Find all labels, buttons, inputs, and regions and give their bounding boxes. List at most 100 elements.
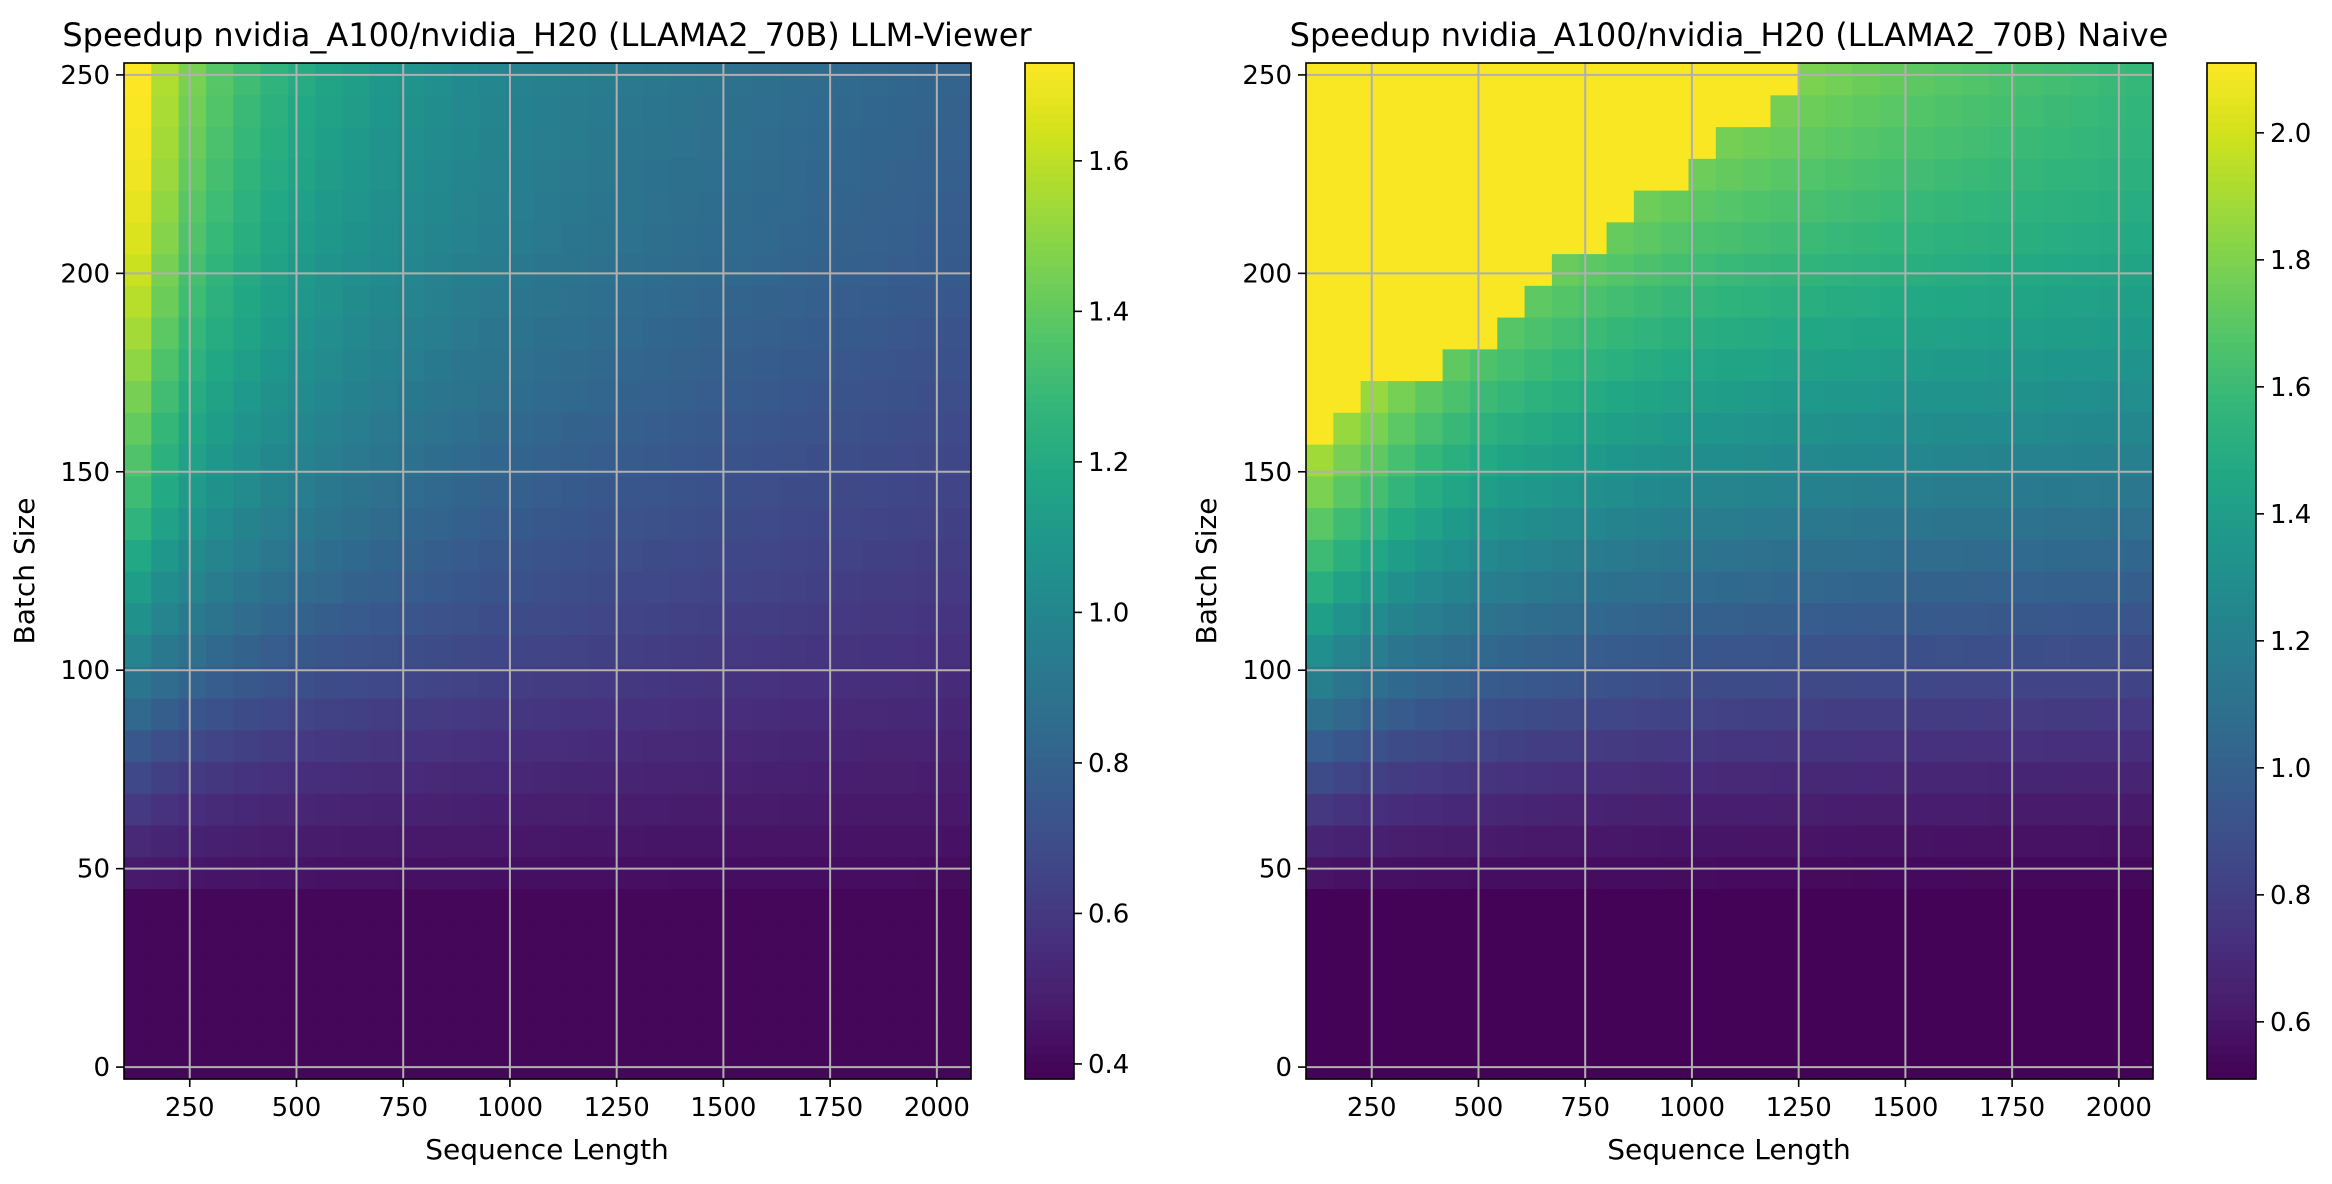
heatmap-cell	[205, 158, 234, 191]
heatmap-cell	[1934, 793, 1963, 826]
heatmap-cell	[124, 126, 152, 159]
heatmap-cell	[178, 888, 207, 921]
heatmap-cell	[260, 475, 289, 509]
heatmap-cell	[725, 475, 754, 509]
colorbar-segment	[1025, 198, 1074, 208]
heatmap-cell	[151, 793, 180, 826]
heatmap-cell	[2043, 761, 2072, 794]
colorbar-segment	[2207, 206, 2256, 216]
heatmap-cell	[1934, 634, 1963, 667]
heatmap-cell	[834, 888, 863, 921]
heatmap-cell	[1497, 856, 1526, 890]
heatmap-cell	[670, 1015, 699, 1048]
heatmap-cell	[861, 539, 890, 572]
heatmap-cell	[1715, 729, 1744, 763]
heatmap-cell	[1743, 253, 1772, 286]
heatmap-cell	[861, 475, 890, 509]
heatmap-cell	[369, 253, 398, 286]
heatmap-cell	[1715, 698, 1744, 731]
heatmap-cell	[643, 380, 672, 413]
heatmap-cell	[670, 698, 699, 731]
colorbar-segment	[2207, 435, 2256, 445]
heatmap-cell	[287, 253, 316, 286]
heatmap-cell	[369, 952, 398, 985]
heatmap-cell	[1934, 126, 1963, 159]
heatmap-cell	[1579, 602, 1608, 636]
heatmap-cell	[1907, 856, 1936, 890]
colorbar-segment	[2207, 960, 2256, 970]
heatmap-cell	[834, 602, 863, 636]
heatmap-cell	[342, 920, 371, 953]
heatmap-cell	[1442, 126, 1471, 159]
heatmap-cell	[1770, 571, 1799, 604]
colorbar-segment	[2207, 503, 2256, 513]
heatmap-cell	[1743, 761, 1772, 794]
heatmap-cell	[889, 1015, 917, 1048]
colorbar-segment	[2207, 1053, 2256, 1063]
heatmap-cell	[2016, 380, 2045, 413]
heatmap-cell	[943, 63, 972, 96]
heatmap-cell	[861, 761, 890, 794]
heatmap-cell	[697, 507, 726, 540]
heatmap-cell	[1825, 317, 1854, 350]
heatmap-cell	[1825, 348, 1854, 382]
colorbar-segment	[1025, 393, 1074, 403]
heatmap-cell	[2098, 285, 2127, 318]
heatmap-cell	[1934, 63, 1963, 96]
heatmap-cell	[2071, 666, 2099, 699]
heatmap-cell	[124, 221, 152, 255]
heatmap-cell	[1333, 380, 1362, 413]
heatmap-cell	[1633, 920, 1662, 953]
heatmap-cell	[1415, 825, 1444, 858]
heatmap-cell	[1333, 698, 1362, 731]
heatmap-cell	[2016, 94, 2045, 128]
heatmap-cell	[151, 94, 180, 128]
heatmap-cell	[233, 888, 262, 921]
heatmap-cell	[588, 348, 617, 382]
heatmap-cell	[1387, 983, 1416, 1017]
heatmap-cell	[889, 666, 917, 699]
heatmap-cell	[643, 285, 672, 318]
heatmap-cell	[1934, 285, 1963, 318]
heatmap-cell	[2098, 666, 2127, 699]
heatmap-cell	[1961, 729, 1990, 763]
heatmap-cell	[2071, 63, 2099, 96]
heatmap-cell	[1797, 983, 1826, 1017]
heatmap-cell	[287, 475, 316, 509]
heatmap-cell	[315, 571, 344, 604]
heatmap-cell	[1415, 920, 1444, 953]
heatmap-cell	[1469, 888, 1498, 921]
heatmap-cell	[1715, 825, 1744, 858]
heatmap-cell	[1770, 253, 1799, 286]
heatmap-cell	[1306, 634, 1334, 667]
heatmap-cell	[1497, 380, 1526, 413]
heatmap-cell	[643, 63, 672, 96]
heatmap-cell	[943, 380, 972, 413]
x-axis-ticks: 250 500 750 1000 1250 1500 1750 2000	[1347, 1079, 2152, 1123]
heatmap-cell	[1551, 507, 1580, 540]
heatmap-cell	[1442, 221, 1471, 255]
heatmap-cell	[1661, 888, 1690, 921]
heatmap-cell	[205, 475, 234, 509]
heatmap-cell	[1551, 920, 1580, 953]
heatmap-cell	[834, 380, 863, 413]
heatmap-cell	[725, 920, 754, 953]
heatmap-cell	[916, 221, 945, 255]
heatmap-cell	[533, 126, 562, 159]
heatmap-cell	[1551, 158, 1580, 191]
heatmap-cell	[1879, 412, 1908, 445]
heatmap-cell	[697, 348, 726, 382]
heatmap-cell	[1306, 602, 1334, 636]
heatmap-cell	[1661, 475, 1690, 509]
heatmap-cell	[670, 634, 699, 667]
colorbar-segment	[2207, 774, 2256, 784]
heatmap-cell	[1360, 190, 1389, 223]
heatmap-cell	[1360, 888, 1389, 921]
heatmap-cell	[1743, 1047, 1772, 1080]
heatmap-cell	[1387, 507, 1416, 540]
heatmap-cell	[943, 856, 972, 890]
heatmap-cell	[1907, 221, 1936, 255]
colorbar-segment	[2207, 393, 2256, 403]
heatmap-cell	[2125, 253, 2154, 286]
heatmap-cell	[1715, 380, 1744, 413]
